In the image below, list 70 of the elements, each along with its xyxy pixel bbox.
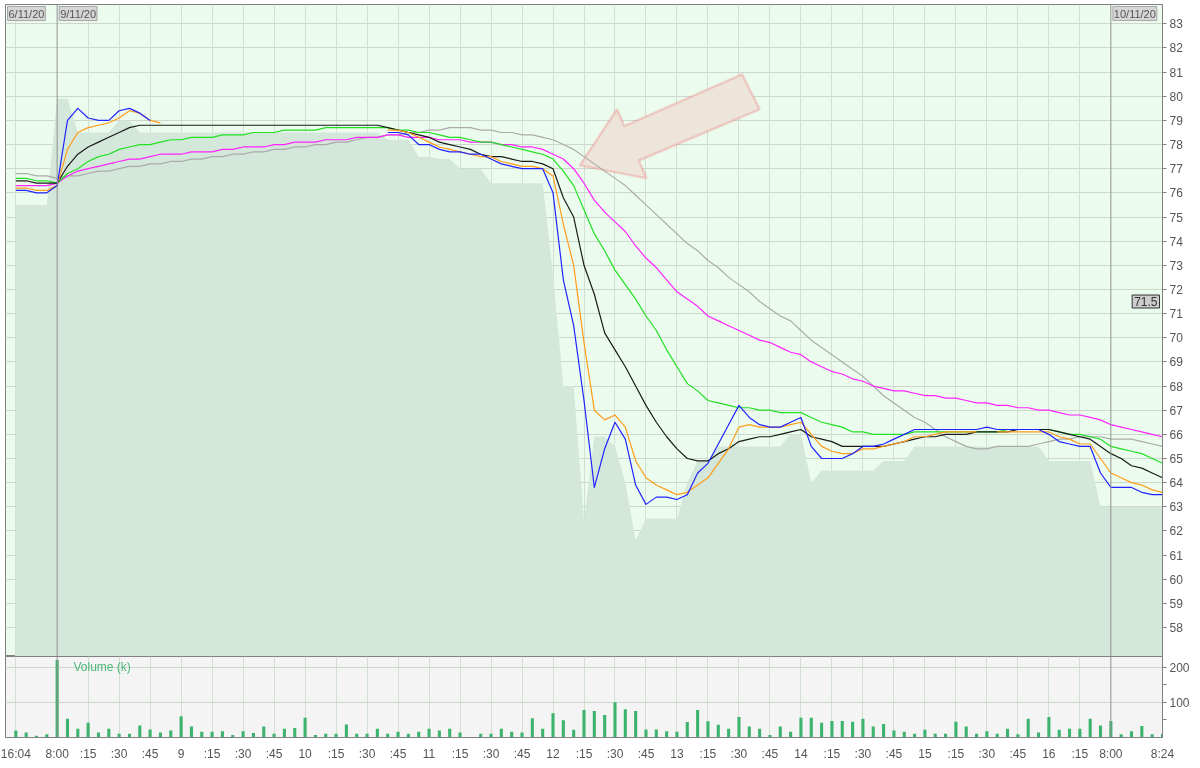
y-tick-label: 60 [1169,572,1184,587]
x-tick-label: :30 [234,746,252,761]
x-tick-label: :45 [389,746,407,761]
x-tick-label: 10 [298,746,313,761]
y-tick-label: 70 [1169,331,1184,346]
x-tick-label: 14 [794,746,808,761]
x-tick-label: :15 [1071,746,1089,761]
x-tick-label: :15 [79,746,97,761]
x-tick-label: :30 [482,746,500,761]
x-tick-label: :45 [513,746,531,761]
x-tick-label: 11 [422,746,436,761]
annotation: 71.5 [1134,295,1158,310]
y-tick-label: 72 [1169,282,1184,297]
y-tick-label: 76 [1169,186,1184,201]
y-tick-label: 79 [1169,113,1184,128]
y-tick-label: 74 [1169,234,1184,249]
x-tick-label: :45 [637,746,655,761]
y-axis-title: Volume (k) [73,659,131,674]
x-tick-label: :15 [699,746,717,761]
y-tick-label: 83 [1169,17,1184,32]
x-tick-label: :45 [761,746,779,761]
y-tick-label: 77 [1169,162,1184,177]
y-tick-label: 75 [1169,210,1184,225]
y-tick-label: 66 [1169,427,1184,442]
x-tick-label: :30 [730,746,748,761]
x-tick-label: :45 [885,746,903,761]
y-tick-label: 63 [1169,500,1184,515]
y-tick-label: 58 [1169,621,1184,636]
x-tick-label: :15 [327,746,345,761]
x-tick-label: 16:04 [0,746,32,761]
y-tick-label: 61 [1169,548,1184,563]
y-tick-label: 67 [1169,403,1184,418]
x-tick-label: :45 [1009,746,1027,761]
y-tick-label: 59 [1169,596,1184,611]
y-tick-label: 62 [1169,524,1184,539]
x-tick-label: :30 [358,746,376,761]
x-tick-label: :15 [203,746,221,761]
y-tick-label: 71 [1169,307,1184,322]
y-tick-label: 80 [1169,89,1184,104]
y-tick-label: 73 [1169,258,1184,273]
y-tick-label: 200 [1169,660,1190,675]
y-tick-label: 64 [1169,476,1184,491]
x-tick-label: :45 [141,746,159,761]
x-tick-label: :30 [978,746,996,761]
x-tick-label: 8:00 [45,746,70,761]
x-tick-label: 15 [918,746,932,761]
y-tick-label: 100 [1169,695,1190,710]
x-tick-label: 16 [1042,746,1056,761]
y-tick-label: 68 [1169,379,1184,394]
y-tick-label: 78 [1169,138,1184,153]
y-tick-label: 81 [1169,65,1184,80]
annotation: 10/11/20 [1113,7,1156,20]
y-tick-label: 82 [1169,41,1184,56]
x-tick-label: :15 [575,746,593,761]
y-tick-label: 65 [1169,451,1184,466]
annotation: 9/11/20 [60,7,97,20]
annotation: 6/11/20 [8,7,45,20]
x-tick-label: :45 [265,746,283,761]
x-tick-label: :30 [606,746,624,761]
y-tick-label: 69 [1169,355,1184,370]
x-tick-label: 13 [670,746,684,761]
x-tick-label: 8:24 [1150,746,1175,761]
x-tick-label: :30 [854,746,872,761]
x-tick-label: :15 [451,746,469,761]
x-tick-label: 12 [546,746,561,761]
x-tick-label: 8:00 [1099,746,1123,761]
x-tick-label: :15 [823,746,841,761]
x-tick-label: 9 [177,746,185,761]
x-tick-label: :30 [110,746,128,761]
x-tick-label: :15 [947,746,965,761]
